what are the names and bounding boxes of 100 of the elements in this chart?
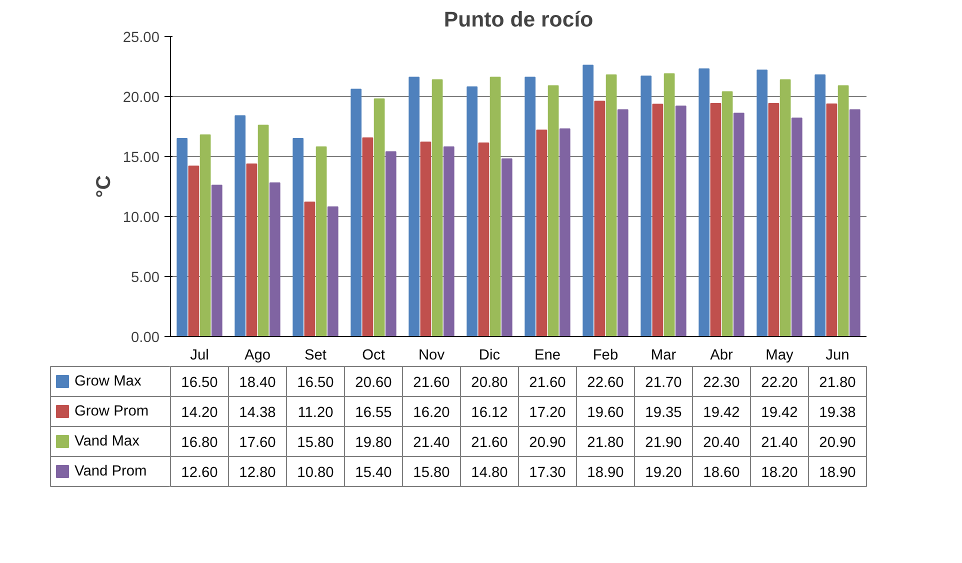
bar bbox=[420, 142, 432, 336]
bar bbox=[722, 91, 733, 336]
text: 21.60 bbox=[413, 375, 450, 391]
y-tick-label: 10.00 bbox=[122, 210, 160, 226]
bar bbox=[594, 100, 606, 336]
x-tick-label: Set bbox=[304, 348, 326, 364]
bar bbox=[710, 102, 722, 336]
text: 18.20 bbox=[761, 465, 798, 481]
legend-label: Vand Prom bbox=[74, 464, 147, 480]
text: 20.60 bbox=[355, 375, 392, 391]
bar bbox=[443, 146, 454, 336]
x-tick-label: Mar bbox=[650, 348, 676, 364]
bar bbox=[664, 73, 675, 336]
text: 19.80 bbox=[355, 435, 392, 451]
bar bbox=[768, 102, 780, 336]
bar bbox=[814, 74, 826, 336]
y-tick-label: 20.00 bbox=[122, 90, 160, 106]
bar bbox=[559, 128, 570, 336]
bar bbox=[536, 130, 548, 336]
text: 15.80 bbox=[297, 435, 334, 451]
bar bbox=[258, 124, 269, 336]
bar bbox=[385, 151, 396, 336]
bar bbox=[292, 138, 304, 336]
bar bbox=[617, 109, 628, 336]
x-tick-label: Jul bbox=[190, 348, 209, 364]
text: 20.40 bbox=[703, 435, 740, 451]
x-tick-label: Jun bbox=[826, 348, 850, 364]
text: 19.42 bbox=[761, 405, 798, 421]
bar bbox=[234, 115, 246, 336]
text: 16.80 bbox=[181, 435, 218, 451]
bar bbox=[269, 182, 280, 336]
bar bbox=[524, 76, 536, 336]
legend-label: Vand Max bbox=[74, 434, 140, 450]
x-tick-label: Ago bbox=[244, 348, 271, 364]
bar bbox=[374, 98, 385, 336]
text: 12.80 bbox=[239, 465, 276, 481]
bar bbox=[350, 88, 362, 336]
legend-label: Grow Max bbox=[74, 374, 142, 390]
text: 19.20 bbox=[645, 465, 682, 481]
bar bbox=[780, 79, 791, 336]
bar bbox=[640, 76, 652, 336]
bar bbox=[582, 64, 594, 336]
x-tick-label: Oct bbox=[362, 348, 385, 364]
bar bbox=[246, 163, 258, 336]
text: 22.60 bbox=[587, 375, 624, 391]
y-tick-label: 15.00 bbox=[122, 150, 160, 166]
bar bbox=[698, 68, 710, 336]
bar bbox=[466, 86, 478, 336]
bar bbox=[188, 166, 200, 336]
text: 14.38 bbox=[239, 405, 276, 421]
text: 15.80 bbox=[413, 465, 450, 481]
text: 18.90 bbox=[819, 465, 856, 481]
text: 18.40 bbox=[239, 375, 276, 391]
y-axis-title: °C bbox=[92, 175, 115, 198]
text: 17.20 bbox=[529, 405, 566, 421]
text: 21.40 bbox=[413, 435, 450, 451]
bar bbox=[362, 137, 374, 336]
text: 16.50 bbox=[181, 375, 218, 391]
text: 19.35 bbox=[645, 405, 682, 421]
x-tick-label: Dic bbox=[478, 348, 500, 364]
x-tick-label: Nov bbox=[418, 348, 446, 364]
text: 18.90 bbox=[587, 465, 624, 481]
bar bbox=[200, 134, 211, 336]
text: 16.20 bbox=[413, 405, 450, 421]
text: 19.60 bbox=[587, 405, 624, 421]
bar bbox=[211, 184, 222, 336]
x-tick-label: May bbox=[766, 348, 794, 364]
bar bbox=[432, 79, 443, 336]
bar bbox=[838, 85, 849, 336]
bar bbox=[408, 76, 420, 336]
text: 21.60 bbox=[529, 375, 566, 391]
text: 16.12 bbox=[471, 405, 508, 421]
text: 16.55 bbox=[355, 405, 392, 421]
text: 19.38 bbox=[819, 405, 856, 421]
bar bbox=[316, 146, 327, 336]
text: 14.80 bbox=[471, 465, 508, 481]
text: 19.42 bbox=[703, 405, 740, 421]
text: 21.70 bbox=[645, 375, 682, 391]
bar bbox=[791, 118, 802, 336]
y-tick-label: 25.00 bbox=[122, 30, 160, 46]
text: 21.90 bbox=[645, 435, 682, 451]
text: 17.30 bbox=[529, 465, 566, 481]
text: 21.60 bbox=[471, 435, 508, 451]
bar bbox=[606, 74, 617, 336]
bar bbox=[733, 112, 744, 336]
bar bbox=[849, 109, 860, 336]
text: 21.80 bbox=[587, 435, 624, 451]
bar bbox=[327, 206, 338, 336]
bar bbox=[826, 103, 838, 336]
x-tick-label: Abr bbox=[710, 348, 734, 364]
text: 16.50 bbox=[297, 375, 334, 391]
bar bbox=[490, 76, 501, 336]
text: 22.30 bbox=[703, 375, 740, 391]
bar bbox=[548, 85, 559, 336]
bar bbox=[501, 158, 512, 336]
text: 15.40 bbox=[355, 465, 392, 481]
text: 22.20 bbox=[761, 375, 798, 391]
bar bbox=[675, 106, 686, 336]
chart-title: Punto de rocío bbox=[444, 8, 594, 32]
bar bbox=[304, 202, 316, 336]
